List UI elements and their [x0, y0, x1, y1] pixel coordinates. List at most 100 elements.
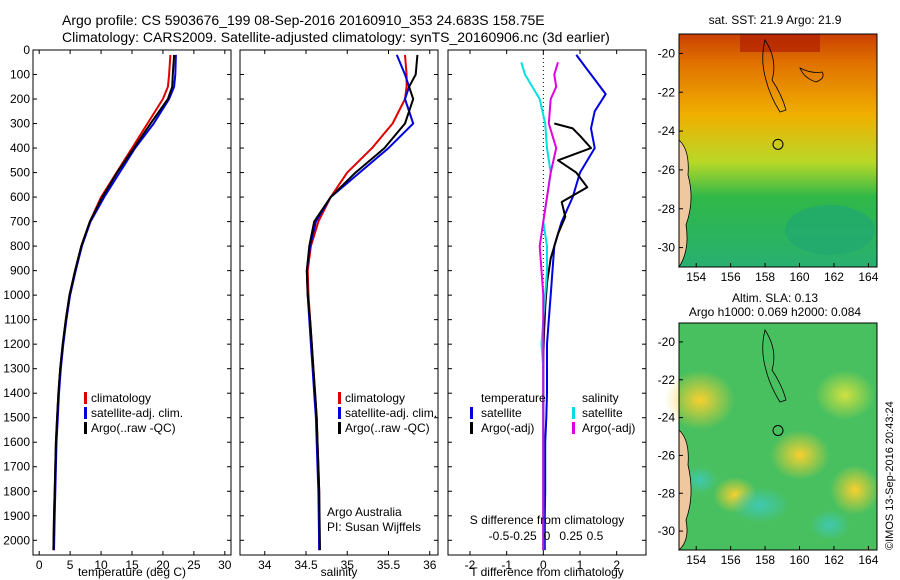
series-line-salinity-argo: [538, 62, 559, 551]
sla-low-se: [810, 510, 850, 540]
series-group: [520, 54, 607, 551]
y-tick-label: 1600: [3, 435, 30, 449]
x-tick-label: 25: [187, 558, 201, 572]
x-tick-label: 30: [218, 558, 232, 572]
legend-label-argo: Argo(..raw -QC): [91, 421, 176, 435]
map-x-tick-label: 162: [824, 553, 844, 567]
map-y-tick-label: -30: [658, 524, 676, 538]
difference-panel-frame: [447, 49, 647, 556]
difference-t-xlabel: T difference from climatology: [470, 565, 624, 579]
y-tick-label: 1200: [3, 337, 30, 351]
map-x-tick-label: 160: [790, 270, 810, 284]
salinity-plot: 34 34.5 35 35.5 36: [240, 49, 438, 572]
sla-map-frame: [678, 322, 878, 551]
map-x-tick-label: 164: [858, 270, 878, 284]
map-y-tick-label: -20: [658, 335, 676, 349]
y-tick-label: 100: [10, 68, 30, 82]
s-diff-tick-label: -0.5: [489, 529, 510, 543]
sla-map-axes: 154 156 158 160 162 164 -20 -22 -24 -26 -28 -30: [658, 335, 879, 567]
map-y-tick-label: -26: [658, 163, 676, 177]
legend-swatch-argo: [84, 422, 87, 434]
legend-label-argo: Argo(..raw -QC): [345, 421, 430, 435]
header-line-2: Climatology: CARS2009. Satellite-adjuste…: [62, 29, 610, 45]
map-y-tick-label: -28: [658, 202, 676, 216]
map-y-tick-label: -24: [658, 411, 676, 425]
x-tick-label: 34: [258, 558, 272, 572]
y-tick-label: 1400: [3, 386, 30, 400]
sla-land-australia: [678, 429, 692, 551]
y-tick-label: 900: [10, 264, 30, 278]
map-y-tick-label: -30: [658, 241, 676, 255]
map-y-tick-label: -22: [658, 85, 676, 99]
series-group: [305, 54, 419, 551]
salinity-legend: climatology satellite-adj. clim. Argo(..…: [338, 391, 437, 435]
legend-swatch-climatology: [84, 392, 87, 404]
sla-map-subtitle: Argo h1000: 0.069 h2000: 0.084: [689, 305, 861, 319]
map-y-tick-label: -28: [658, 486, 676, 500]
x-tick-label: 0: [36, 558, 43, 572]
legend-label-t-argo: Argo(-adj): [481, 421, 534, 435]
sst-argo-marker: [772, 138, 784, 150]
map-x-tick-label: 154: [686, 553, 706, 567]
x-tick-label: 36: [423, 558, 437, 572]
s-diff-tick-label: 0.25: [559, 529, 583, 543]
y-tick-label: 0: [23, 43, 30, 57]
legend-swatch-t-argo: [470, 422, 473, 434]
map-x-tick-label: 164: [858, 553, 878, 567]
map-x-tick-label: 158: [755, 553, 775, 567]
y-tick-label: 600: [10, 190, 30, 204]
sst-land-australia: [678, 139, 692, 269]
x-tick-label: 20: [156, 558, 170, 572]
sla-map-title: Altim. SLA: 0.13: [732, 291, 818, 305]
x-tick-label: -1: [501, 558, 512, 572]
map-x-tick-label: 154: [686, 270, 706, 284]
legend-label-satellite: satellite-adj. clim.: [345, 406, 437, 420]
y-tick-label: 1500: [3, 411, 30, 425]
sst-coastline-island: [762, 39, 787, 113]
sla-low-south: [730, 487, 790, 523]
temperature-panel-frame: [32, 49, 232, 556]
legend-swatch-s-argo: [572, 422, 575, 434]
x-tick-label: 35.5: [377, 558, 401, 572]
temperature-plot: 0100200300400500600700800900100011001200…: [3, 43, 232, 572]
legend-swatch-climatology: [338, 392, 341, 404]
difference-s-label: S difference from climatology: [470, 513, 625, 527]
y-tick-label: 1300: [3, 362, 30, 376]
y-tick-label: 2000: [3, 533, 30, 547]
temperature-xlabel: temperature (deg C): [78, 565, 186, 579]
x-tick-label: 10: [94, 558, 108, 572]
sla-moderate-ne: [815, 370, 875, 420]
sst-map-axes: 154 156 158 160 162 164 -20 -22 -24 -26 -28 -30: [658, 46, 879, 284]
y-tick-label: 300: [10, 117, 30, 131]
legend-label-s-satellite: satellite: [582, 406, 623, 420]
map-y-tick-label: -22: [658, 373, 676, 387]
x-tick-label: 1: [577, 558, 584, 572]
sla-map: [665, 322, 880, 551]
sla-coastline-island: [762, 329, 787, 403]
sla-high-west: [665, 370, 735, 430]
map-x-tick-label: 156: [721, 553, 741, 567]
difference-legend: temperature satellite Argo(-adj) salinit…: [470, 391, 635, 435]
map-y-tick-label: -20: [658, 46, 676, 60]
s-diff-tick-label: 0: [544, 529, 551, 543]
temperature-legend: climatology satellite-adj. clim. Argo(..…: [84, 391, 183, 435]
legend-label-climatology: climatology: [91, 391, 151, 405]
map-y-tick-label: -24: [658, 124, 676, 138]
sst-map: [678, 33, 878, 269]
x-tick-label: 15: [125, 558, 139, 572]
y-tick-label: 800: [10, 239, 30, 253]
x-tick-label: 35: [341, 558, 355, 572]
series-line-argo-raw-qc: [52, 54, 176, 551]
series-line-argo-raw-qc: [305, 54, 419, 551]
y-tick-label: 1900: [3, 509, 30, 523]
series-group: [52, 54, 177, 551]
sst-map-frame: [678, 33, 878, 268]
series-line-temperature-satellite: [543, 54, 607, 551]
sst-map-title: sat. SST: 21.9 Argo: 21.9: [709, 13, 842, 27]
salinity-xlabel: salinity: [321, 565, 358, 579]
sst-cool-patch: [785, 205, 875, 255]
series-line-satellite-adj-clim: [53, 54, 177, 551]
map-x-tick-label: 160: [790, 553, 810, 567]
legend-swatch-satellite: [338, 407, 341, 419]
